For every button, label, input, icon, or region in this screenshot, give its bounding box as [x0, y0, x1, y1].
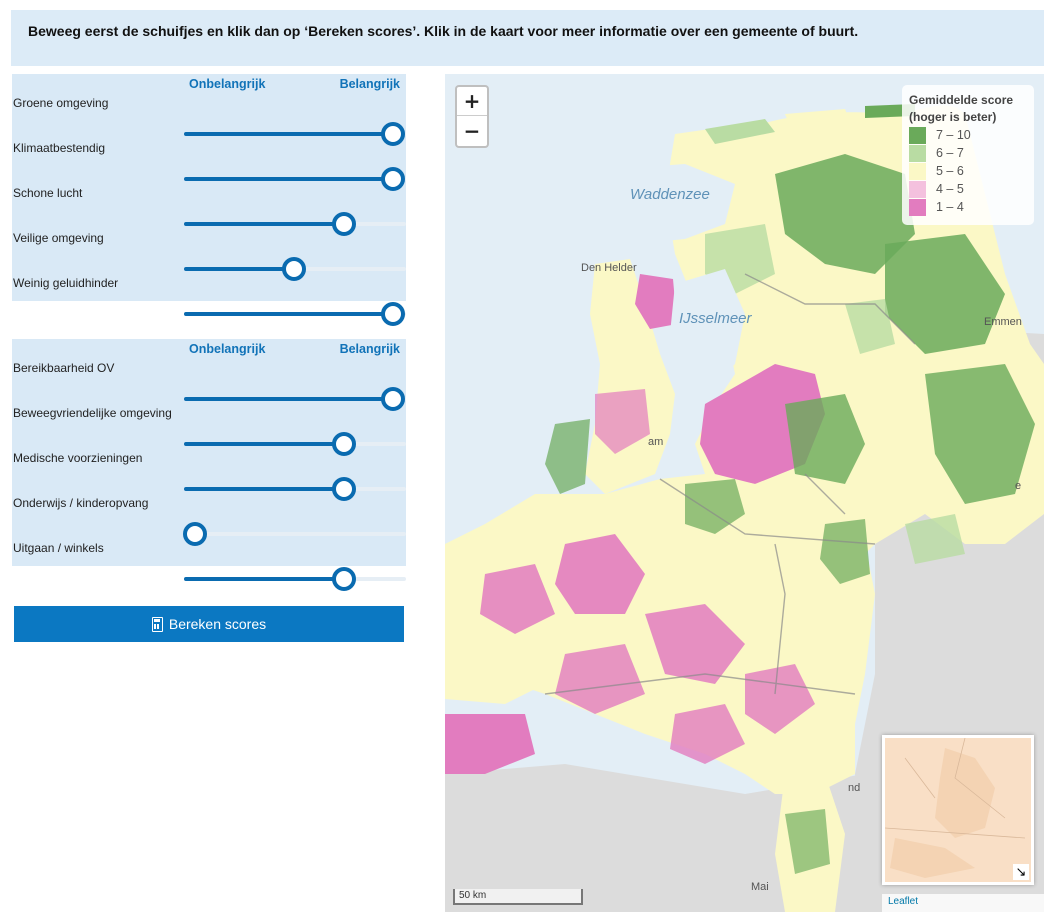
calculator-icon	[151, 616, 163, 632]
score-map[interactable]: + − Gemiddelde score (hoger is beter) 7 …	[445, 74, 1044, 912]
legend-label: 6 – 7	[936, 146, 964, 160]
place-label-emmen: Emmen	[984, 316, 1022, 328]
slider-fill	[184, 132, 393, 136]
slider-fill	[184, 267, 294, 271]
legend-label: 1 – 4	[936, 200, 964, 214]
place-label-e: e	[1015, 480, 1022, 492]
slider-row: Medische voorzieningen	[12, 451, 406, 501]
slider-fill	[184, 577, 344, 581]
water-label-ijsselmeer: IJsselmeer	[679, 310, 752, 327]
slider-row: Veilige omgeving	[12, 231, 406, 281]
slider-track[interactable]	[184, 302, 406, 326]
legend-row: 5 – 6	[909, 162, 1027, 180]
legend-row: 4 – 5	[909, 180, 1027, 198]
slider-fill	[184, 487, 344, 491]
scale-label-unimportant: Onbelangrijk	[189, 77, 266, 91]
slider-row: Beweegvriendelijke omgeving	[12, 406, 406, 456]
legend-items: 7 – 10 6 – 7 5 – 6 4 – 5 1 – 4	[909, 126, 1027, 216]
slider-track[interactable]	[184, 212, 406, 236]
slider-thumb[interactable]	[381, 122, 405, 146]
legend-swatch	[909, 162, 926, 180]
calculate-scores-label: Bereken scores	[168, 616, 267, 632]
slider-thumb[interactable]	[282, 257, 306, 281]
zoom-out-button[interactable]: −	[463, 118, 481, 143]
scale-label-important: Belangrijk	[339, 342, 400, 356]
slider-track[interactable]	[184, 432, 406, 456]
scale-label-unimportant: Onbelangrijk	[189, 342, 266, 356]
slider-thumb[interactable]	[331, 477, 356, 501]
slider-fill	[184, 312, 393, 316]
slider-panel-facilities: Onbelangrijk Belangrijk Bereikbaarheid O…	[12, 339, 406, 591]
minimap[interactable]: ↘	[882, 735, 1034, 885]
map-legend: Gemiddelde score (hoger is beter) 7 – 10…	[902, 85, 1034, 225]
place-label-den-helder: Den Helder	[581, 262, 637, 274]
slider-panel-environment: Onbelangrijk Belangrijk Groene omgeving K…	[12, 74, 406, 326]
slider-label: Groene omgeving	[13, 96, 109, 110]
scale-bar-label: 50 km	[459, 890, 487, 901]
slider-track[interactable]	[183, 522, 406, 546]
minimap-toggle-icon[interactable]: ↘	[1013, 864, 1029, 880]
legend-row: 6 – 7	[909, 144, 1027, 162]
slider-label: Weinig geluidhinder	[13, 276, 119, 290]
slider-label: Bereikbaarheid OV	[13, 361, 115, 375]
slider-thumb[interactable]	[381, 387, 405, 411]
slider-label: Medische voorzieningen	[13, 451, 143, 465]
map-scale-bar: 50 km	[453, 889, 583, 905]
slider-track[interactable]	[184, 167, 406, 191]
place-label-mai: Mai	[751, 881, 769, 893]
minimap-graphic	[885, 738, 1031, 882]
slider-label: Beweegvriendelijke omgeving	[13, 406, 172, 420]
zoom-in-button[interactable]: +	[457, 87, 487, 116]
slider-label: Onderwijs / kinderopvang	[13, 496, 149, 510]
map-attribution: Leaflet	[882, 894, 1044, 912]
place-label-am: am	[648, 436, 664, 448]
slider-thumb[interactable]	[331, 567, 356, 591]
slider-thumb[interactable]	[331, 212, 356, 236]
slider-row: Uitgaan / winkels	[12, 541, 406, 591]
legend-title: Gemiddelde score (hoger is beter)	[909, 93, 1014, 124]
slider-track[interactable]	[184, 477, 406, 501]
slider-fill	[184, 397, 393, 401]
legend-label: 4 – 5	[936, 182, 964, 196]
slider-row: Groene omgeving	[12, 96, 406, 146]
zoom-control: + −	[455, 85, 489, 148]
calculate-scores-button[interactable]: Bereken scores	[14, 606, 404, 642]
legend-swatch	[909, 180, 926, 198]
intro-text: Beweeg eerst de schuifjes en klik dan op…	[28, 23, 859, 39]
slider-label: Veilige omgeving	[13, 231, 104, 245]
legend-swatch	[909, 198, 926, 216]
slider-row: Klimaatbestendig	[12, 141, 406, 191]
slider-track[interactable]	[184, 387, 406, 411]
slider-thumb[interactable]	[381, 167, 405, 191]
slider-label: Uitgaan / winkels	[13, 541, 104, 555]
slider-label: Klimaatbestendig	[13, 141, 106, 155]
slider-track[interactable]	[184, 257, 406, 281]
slider-thumb[interactable]	[183, 522, 207, 546]
slider-label: Schone lucht	[13, 186, 83, 200]
place-label-nd: nd	[848, 782, 861, 794]
slider-track[interactable]	[184, 122, 406, 146]
slider-thumb[interactable]	[331, 432, 356, 456]
legend-swatch	[909, 126, 926, 144]
slider-fill	[184, 222, 344, 226]
legend-row: 1 – 4	[909, 198, 1027, 216]
slider-thumb[interactable]	[381, 302, 405, 326]
water-label-waddenzee: Waddenzee	[630, 186, 710, 203]
slider-fill	[184, 442, 344, 446]
legend-swatch	[909, 144, 926, 162]
legend-label: 5 – 6	[936, 164, 964, 178]
scale-label-important: Belangrijk	[339, 77, 400, 91]
intro-banner: Beweeg eerst de schuifjes en klik dan op…	[11, 10, 1044, 66]
slider-row: Schone lucht	[12, 186, 406, 236]
legend-label: 7 – 10	[936, 128, 971, 142]
slider-fill	[184, 177, 393, 181]
legend-row: 7 – 10	[909, 126, 1027, 144]
attribution-link-leaflet[interactable]: Leaflet	[888, 896, 919, 907]
slider-row: Onderwijs / kinderopvang	[12, 496, 406, 546]
slider-row: Weinig geluidhinder	[12, 276, 406, 326]
slider-track[interactable]	[184, 567, 406, 591]
slider-row: Bereikbaarheid OV	[12, 361, 406, 411]
